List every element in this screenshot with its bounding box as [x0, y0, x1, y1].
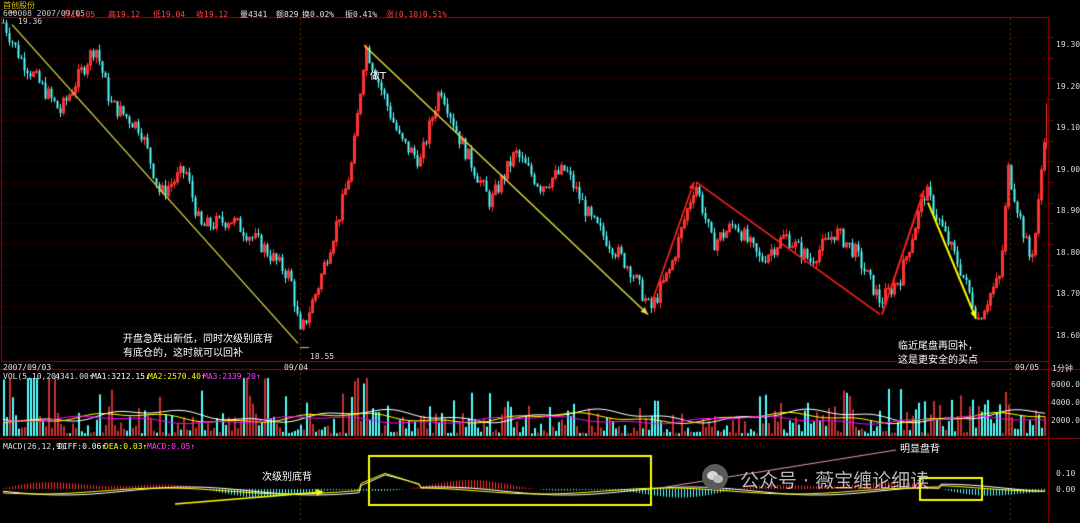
macd-diff: DIFF:0.06↑	[58, 442, 107, 451]
stock-code-date: 600008 2007/09/05	[3, 9, 85, 18]
price-tick: 19.20	[1056, 81, 1080, 91]
vol-ma2: MA2:2570.40↑	[148, 372, 206, 381]
vol-tick: 2000.00	[1051, 416, 1080, 425]
timeframe-label[interactable]: 1分钟	[1052, 364, 1073, 373]
price-tick: 18.90	[1056, 206, 1080, 216]
annotation-divergence: 次级别底背	[262, 472, 312, 483]
wechat-icon	[702, 464, 728, 490]
price-tick: 18.80	[1056, 247, 1080, 257]
price-tick: 18.70	[1056, 289, 1080, 299]
macd-tick: 0.10	[1056, 469, 1076, 478]
low-price-label: 18.55	[310, 352, 335, 361]
price-tick: 19.10	[1056, 123, 1080, 133]
high-price-label: 19.36	[18, 17, 43, 26]
open-value: 开19.05	[63, 10, 96, 19]
annotation-safer-point: 这是更安全的买点	[898, 355, 978, 366]
price-tick: 19.30	[1056, 40, 1080, 49]
stock-name: 首创股份	[3, 1, 35, 10]
annotation-clear-divergence: 明显盘背	[900, 444, 940, 455]
price-tick: 18.60	[1056, 331, 1080, 340]
high-value: 高19.12	[108, 10, 141, 19]
macd-value: MACD:0.05↑	[147, 442, 196, 451]
annotation-open-drop: 开盘急跌出新低，同时次级别底背	[123, 334, 273, 345]
volume-value: 量4341	[240, 10, 268, 19]
turnover-value: 换0.02%	[302, 10, 335, 19]
vol-legend-prefix: VOL(5,10,20)	[3, 372, 61, 381]
macd-tick: 0.00	[1056, 485, 1076, 494]
vol-tick: 6000.00	[1051, 380, 1080, 389]
close-value: 收19.12	[196, 10, 229, 19]
date-right: 09/05	[1015, 363, 1040, 372]
vol-ma3: MA3:2339.20↑	[203, 372, 261, 381]
date-left: 2007/09/03	[3, 363, 52, 372]
amplitude-value: 振0.41%	[345, 10, 378, 19]
vol-ma1: MA1:3212.15↓	[92, 372, 150, 381]
vol-value: 4341.00↑	[55, 372, 94, 381]
change-value: 涨(0.10)0.51%	[386, 10, 447, 19]
watermark-text: 公众号 · 薇宝缠论细读	[740, 470, 930, 492]
amount-value: 额829	[276, 10, 299, 19]
annotation-do-t: 做T	[370, 71, 387, 82]
annotation-buyback: 有底仓的，这时就可以回补	[123, 348, 243, 359]
low-value: 低19.04	[153, 10, 186, 19]
annotation-late-buyback: 临近尾盘再回补，	[898, 341, 978, 352]
vol-tick: 4000.00	[1051, 398, 1080, 407]
price-tick: 19.00	[1056, 164, 1080, 174]
macd-legend-prefix: MACD(26,12,9)	[3, 442, 66, 451]
macd-dea: DEA:0.03↑	[104, 442, 148, 451]
date-mid: 09/04	[284, 363, 309, 372]
